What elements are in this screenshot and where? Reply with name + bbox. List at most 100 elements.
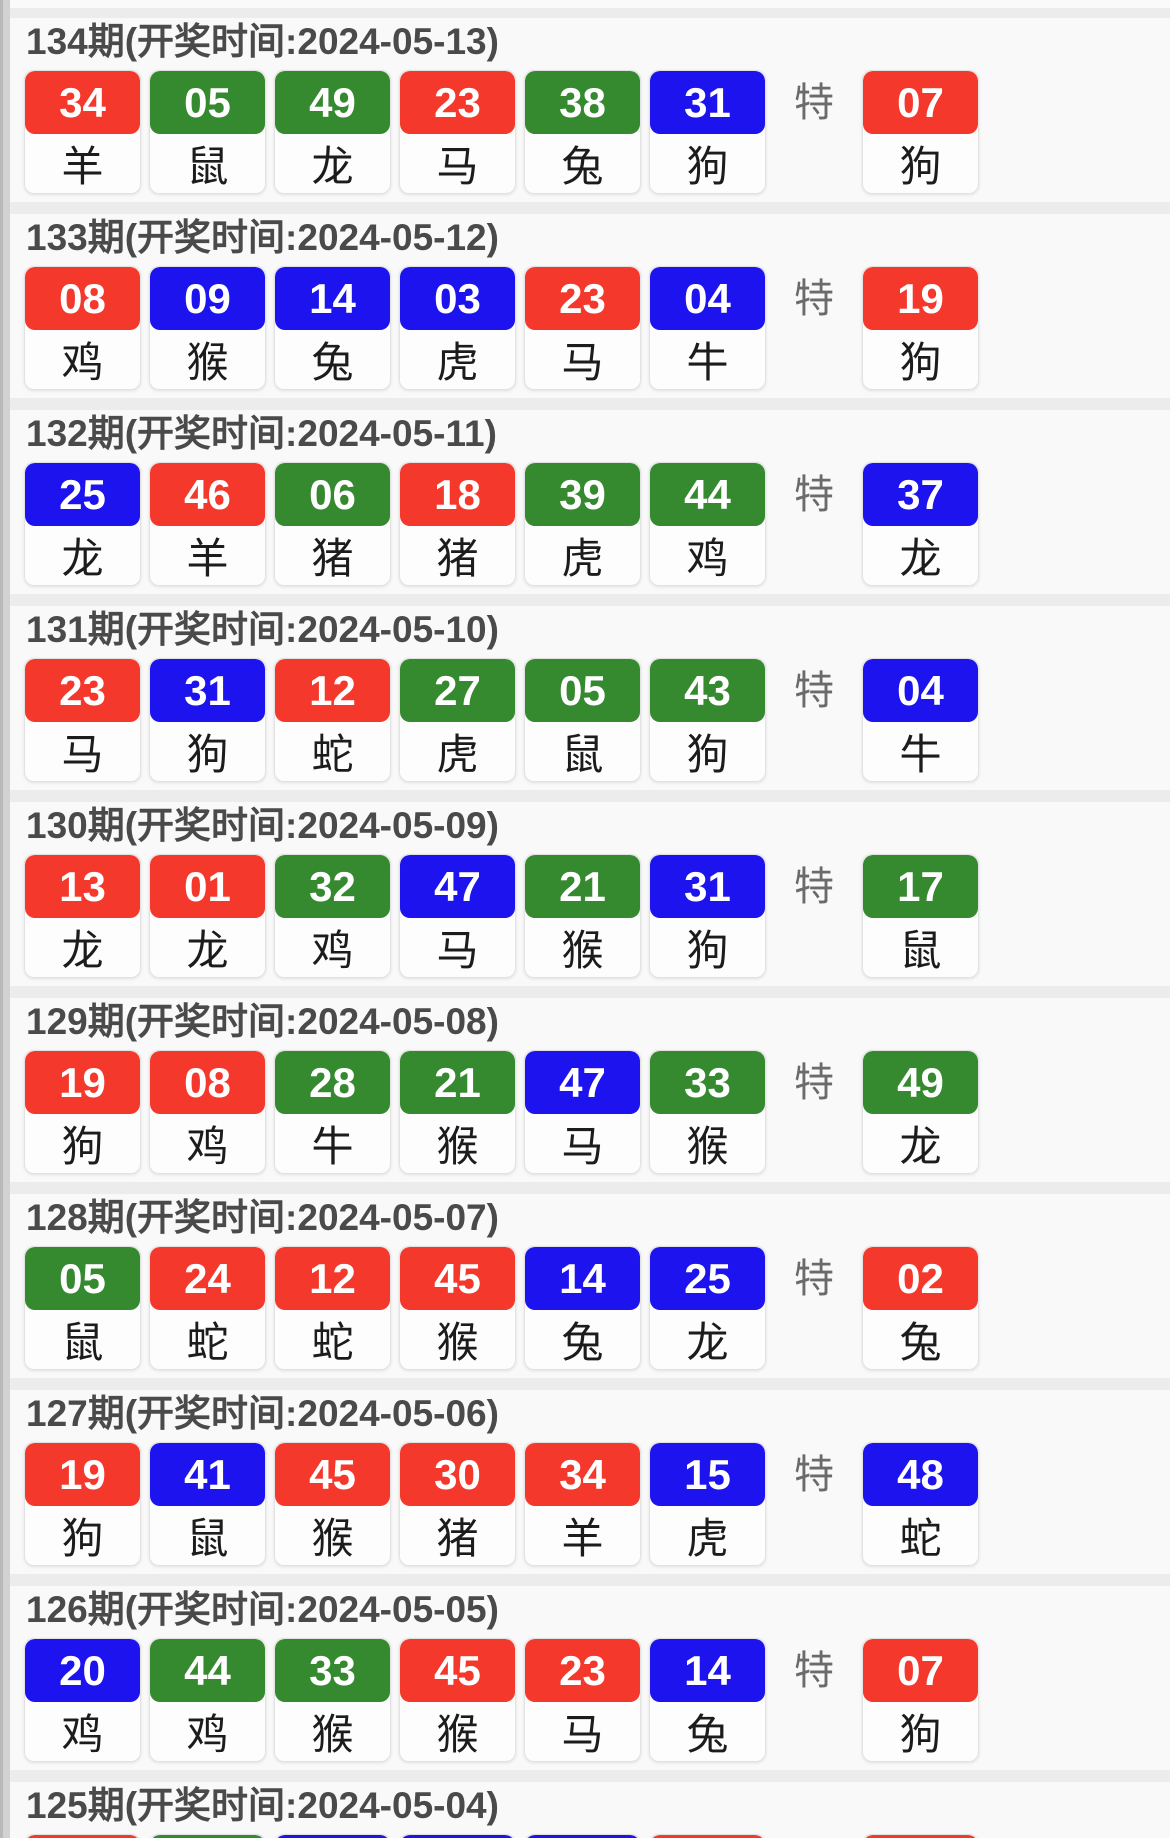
balls-row: 25 龙 46 羊 06 猪 18 猪 39 虎 44 鸡 特 37 龙 [24, 462, 1170, 586]
ball-number: 14 [525, 1247, 640, 1310]
balls-row: 13 龙 01 龙 32 鸡 47 马 21 猴 31 狗 特 17 鼠 [24, 854, 1170, 978]
ball-card-main-5 [524, 1834, 641, 1838]
ball-zodiac: 猪 [436, 535, 479, 582]
ball-number: 32 [275, 855, 390, 918]
ball-card-main-6: 44 鸡 [649, 462, 766, 586]
ball-number: 23 [525, 267, 640, 330]
ball-number: 21 [525, 855, 640, 918]
ball-number: 19 [25, 1443, 140, 1506]
ball-number: 04 [863, 659, 978, 722]
ball-zodiac: 狗 [686, 927, 729, 974]
ball-card-main-4: 47 马 [399, 854, 516, 978]
draw-section: 131期(开奖时间:2024-05-10) 23 马 31 狗 12 蛇 27 虎 05 鼠 43 狗 特… [10, 606, 1170, 790]
draw-period-header: 127期(开奖时间:2024-05-06) [26, 1393, 499, 1434]
draw-period-header: 130期(开奖时间:2024-05-09) [26, 805, 499, 846]
ball-number: 23 [525, 1639, 640, 1702]
ball-card-main-3: 28 牛 [274, 1050, 391, 1174]
ball-card-main-4: 21 猴 [399, 1050, 516, 1174]
ball-number: 47 [525, 1051, 640, 1114]
ball-card-main-6: 33 猴 [649, 1050, 766, 1174]
ball-number: 14 [650, 1639, 765, 1702]
balls-row: 19 狗 08 鸡 28 牛 21 猴 47 马 33 猴 特 49 龙 [24, 1050, 1170, 1174]
ball-card-main-1: 23 马 [24, 658, 141, 782]
main-balls: 20 鸡 44 鸡 33 猴 45 猴 23 马 14 兔 [24, 1638, 766, 1762]
ball-number: 37 [863, 463, 978, 526]
draw-period-header: 134期(开奖时间:2024-05-13) [26, 21, 499, 62]
ball-card-main-5: 23 马 [524, 1638, 641, 1762]
ball-number: 23 [400, 71, 515, 134]
ball-card-main-3: 45 猴 [274, 1442, 391, 1566]
draw-period-header: 129期(开奖时间:2024-05-08) [26, 1001, 499, 1042]
ball-zodiac: 狗 [61, 1515, 104, 1562]
main-balls: 08 鸡 09 猴 14 兔 03 虎 23 马 04 牛 [24, 266, 766, 390]
ball-number: 05 [25, 1247, 140, 1310]
ball-card-main-4: 23 马 [399, 70, 516, 194]
ball-card-main-6: 15 虎 [649, 1442, 766, 1566]
special-label: 特 [794, 1061, 834, 1105]
special-label: 特 [794, 865, 834, 909]
draw-section: 133期(开奖时间:2024-05-12) 08 鸡 09 猴 14 兔 03 虎 23 马 04 牛 特… [10, 214, 1170, 398]
balls-row: 23 马 31 狗 12 蛇 27 虎 05 鼠 43 狗 特 04 牛 [24, 658, 1170, 782]
ball-number: 08 [150, 1051, 265, 1114]
ball-number: 24 [150, 1247, 265, 1310]
ball-zodiac: 牛 [899, 731, 942, 778]
ball-zodiac: 虎 [561, 535, 604, 582]
ball-card-main-3 [274, 1834, 391, 1838]
ball-number: 18 [400, 463, 515, 526]
special-label: 特 [794, 669, 834, 713]
ball-card-main-2: 44 鸡 [149, 1638, 266, 1762]
ball-zodiac: 猴 [436, 1319, 479, 1366]
ball-card-main-5: 21 猴 [524, 854, 641, 978]
ball-zodiac: 鼠 [61, 1319, 104, 1366]
ball-card-main-2: 09 猴 [149, 266, 266, 390]
ball-number: 21 [400, 1051, 515, 1114]
ball-card-main-5: 39 虎 [524, 462, 641, 586]
ball-card-main-4 [399, 1834, 516, 1838]
ball-card-special: 49 龙 [862, 1050, 979, 1174]
draw-section: 134期(开奖时间:2024-05-13) 34 羊 05 鼠 49 龙 23 马 38 兔 31 狗 特… [10, 18, 1170, 202]
ball-card-special [862, 1834, 979, 1838]
ball-zodiac: 猴 [436, 1123, 479, 1170]
ball-card-main-3: 33 猴 [274, 1638, 391, 1762]
ball-number [400, 1835, 515, 1838]
ball-card-main-2: 08 鸡 [149, 1050, 266, 1174]
ball-number: 17 [863, 855, 978, 918]
ball-number: 03 [400, 267, 515, 330]
ball-card-main-3: 32 鸡 [274, 854, 391, 978]
ball-zodiac: 狗 [899, 1711, 942, 1758]
ball-card-main-2: 24 蛇 [149, 1246, 266, 1370]
ball-card-main-6: 14 兔 [649, 1638, 766, 1762]
ball-card-main-2: 01 龙 [149, 854, 266, 978]
ball-number: 30 [400, 1443, 515, 1506]
ball-card-special: 07 狗 [862, 1638, 979, 1762]
ball-number: 07 [863, 1639, 978, 1702]
ball-zodiac: 鼠 [186, 143, 229, 190]
ball-number: 08 [25, 267, 140, 330]
ball-zodiac: 猴 [311, 1711, 354, 1758]
ball-zodiac: 龙 [899, 1123, 942, 1170]
ball-number: 48 [863, 1443, 978, 1506]
main-balls: 34 羊 05 鼠 49 龙 23 马 38 兔 31 狗 [24, 70, 766, 194]
ball-card-main-1: 19 狗 [24, 1050, 141, 1174]
ball-card-main-3: 06 猪 [274, 462, 391, 586]
ball-number: 41 [150, 1443, 265, 1506]
draw-sections: 134期(开奖时间:2024-05-13) 34 羊 05 鼠 49 龙 23 马 38 兔 31 狗特… [10, 18, 1170, 1838]
ball-card-main-3: 12 蛇 [274, 658, 391, 782]
draw-period-header: 131期(开奖时间:2024-05-10) [26, 609, 499, 650]
ball-zodiac: 兔 [686, 1711, 729, 1758]
ball-number: 15 [650, 1443, 765, 1506]
ball-zodiac: 鼠 [186, 1515, 229, 1562]
ball-zodiac: 马 [561, 1711, 604, 1758]
ball-zodiac: 龙 [61, 927, 104, 974]
draw-section: 128期(开奖时间:2024-05-07) 05 鼠 24 蛇 12 蛇 45 猴 14 兔 25 龙 特… [10, 1194, 1170, 1378]
results-list: 134期(开奖时间:2024-05-13) 34 羊 05 鼠 49 龙 23 马 38 兔 31 狗特… [10, 0, 1170, 1838]
ball-number: 43 [650, 659, 765, 722]
ball-zodiac: 兔 [561, 1319, 604, 1366]
ball-zodiac: 龙 [899, 535, 942, 582]
ball-card-main-4: 45 猴 [399, 1246, 516, 1370]
ball-zodiac: 蛇 [186, 1319, 229, 1366]
ball-number: 12 [275, 659, 390, 722]
ball-card-main-1: 20 鸡 [24, 1638, 141, 1762]
ball-zodiac: 马 [436, 927, 479, 974]
